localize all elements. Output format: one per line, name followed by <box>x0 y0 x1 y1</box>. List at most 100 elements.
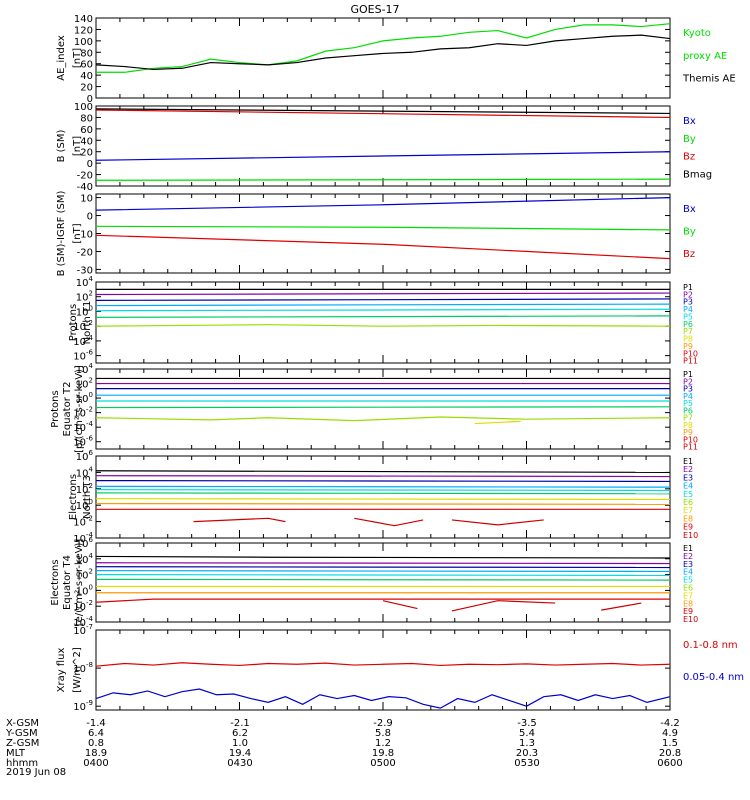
legend-entry: Themis AE <box>682 74 736 85</box>
ephemeris-value: -1.4 <box>86 718 106 729</box>
legend-entry: P4 <box>683 305 693 314</box>
ephemeris-value: 6.4 <box>88 728 104 739</box>
series-E5 <box>95 489 671 492</box>
series-E1 <box>95 555 671 559</box>
legend-entry: P10 <box>683 435 698 444</box>
legend-entry: Bx <box>683 116 696 127</box>
ephemeris-value: 18.9 <box>85 748 107 759</box>
y-tick-label: 40 <box>80 71 93 82</box>
series-E10 <box>382 600 418 610</box>
y-axis-label: B (SM) <box>56 129 67 162</box>
y-tick-label: 0 <box>87 159 93 170</box>
ephemeris-value: -2.9 <box>373 718 393 729</box>
legend-entry: E1 <box>683 544 693 553</box>
legend-entry: P6 <box>683 406 693 415</box>
series-E8 <box>95 502 671 505</box>
series-E10 <box>193 517 286 523</box>
legend-entry: Bx <box>683 204 696 215</box>
legend-entry: E8 <box>683 599 693 608</box>
y-tick-label: 40 <box>80 136 93 147</box>
series-Themis-AE <box>95 34 671 71</box>
legend-entry: E7 <box>683 591 693 600</box>
ephemeris-value: 5.8 <box>375 728 391 739</box>
ephemeris-value: 6.2 <box>232 728 248 739</box>
y-tick-label: 140 <box>74 14 93 25</box>
legend-entry: 0.1-0.8 nm <box>683 640 738 651</box>
series-E3 <box>95 480 671 483</box>
y-tick-label: 120 <box>74 25 93 36</box>
series-E9 <box>95 598 670 603</box>
y-tick-label: 60 <box>80 60 93 71</box>
legend-entry: P3 <box>683 385 693 394</box>
series-Bx <box>95 196 671 211</box>
y-axis-label: [e/(cm²-s-sr-keV)] <box>74 539 85 627</box>
series-E10b <box>354 517 424 527</box>
y-tick-label: 0 <box>87 94 93 105</box>
legend-entry: E3 <box>683 473 693 482</box>
y-axis-label: AE_index <box>56 35 67 81</box>
y-tick-label: -30 <box>77 265 93 276</box>
series-By <box>95 225 671 231</box>
legend-entry: E3 <box>683 560 693 569</box>
legend-entry: P2 <box>683 377 693 386</box>
y-axis-label: North T1 <box>82 301 93 345</box>
legend-entry: proxy AE <box>683 51 727 62</box>
legend-entry: P2 <box>683 290 693 299</box>
y-axis-label: Electrons <box>50 559 61 605</box>
y-axis-label: North T3 <box>82 475 93 519</box>
panel-frame <box>95 17 671 99</box>
ephemeris-value: 19.4 <box>229 748 251 759</box>
y-tick-label: 80 <box>80 113 93 124</box>
series-Bx <box>95 151 671 161</box>
series-P5 <box>95 308 671 312</box>
y-tick-label: 106 <box>76 449 94 463</box>
series-P6 <box>95 315 671 318</box>
legend-entry: P7 <box>683 414 693 423</box>
y-axis-label: Electrons <box>68 474 79 520</box>
y-tick-label: -40 <box>77 182 93 193</box>
y-tick-label: 10-6 <box>73 349 93 363</box>
y-axis-label: [p/(cm²-s-sr-keV)] <box>74 365 85 453</box>
y-tick-label: 10-9 <box>73 699 93 713</box>
legend-entry: P9 <box>683 428 693 437</box>
series-E5 <box>95 573 671 576</box>
ephemeris-row-label: Z-GSM <box>6 738 39 749</box>
legend-entry: Bmag <box>683 169 712 180</box>
legend-entry: P1 <box>683 370 693 379</box>
legend-entry: 0.05-0.4 nm <box>683 672 744 683</box>
series-E1 <box>95 470 671 473</box>
y-axis-label: Equator T2 <box>62 382 73 437</box>
series-P2 <box>95 292 671 296</box>
ephemeris-row-label: Y-GSM <box>5 728 38 739</box>
ephemeris-value: 1.0 <box>232 738 248 749</box>
y-axis-label: [nT] <box>72 223 83 243</box>
panel-frame <box>95 368 671 450</box>
panel-frame <box>95 193 671 274</box>
series-E2 <box>95 562 671 565</box>
series-Bmag <box>95 108 671 115</box>
legend-entry: E9 <box>683 523 693 532</box>
y-axis-label: B (SM)-IGRF (SM) <box>56 191 67 277</box>
series-E3 <box>95 566 671 569</box>
legend-entry: P9 <box>683 342 693 351</box>
legend-entry: E1 <box>683 457 693 466</box>
legend-entry: P5 <box>683 312 693 321</box>
legend-entry: E9 <box>683 607 693 616</box>
legend-entry: P11 <box>683 443 698 452</box>
ephemeris-value: -2.1 <box>230 718 250 729</box>
ephemeris-value: 0530 <box>514 758 539 769</box>
ephemeris-value: -4.2 <box>660 718 680 729</box>
legend-entry: E10 <box>683 531 698 540</box>
legend-entry: E8 <box>683 514 693 523</box>
legend-entry: E5 <box>683 490 693 499</box>
series-E6 <box>95 492 671 495</box>
series-E4 <box>95 570 671 573</box>
y-tick-label: 104 <box>76 275 94 289</box>
legend-entry: By <box>683 227 696 238</box>
y-tick-label: 100 <box>74 102 93 113</box>
y-axis-label: [W/m^2] <box>72 647 83 693</box>
